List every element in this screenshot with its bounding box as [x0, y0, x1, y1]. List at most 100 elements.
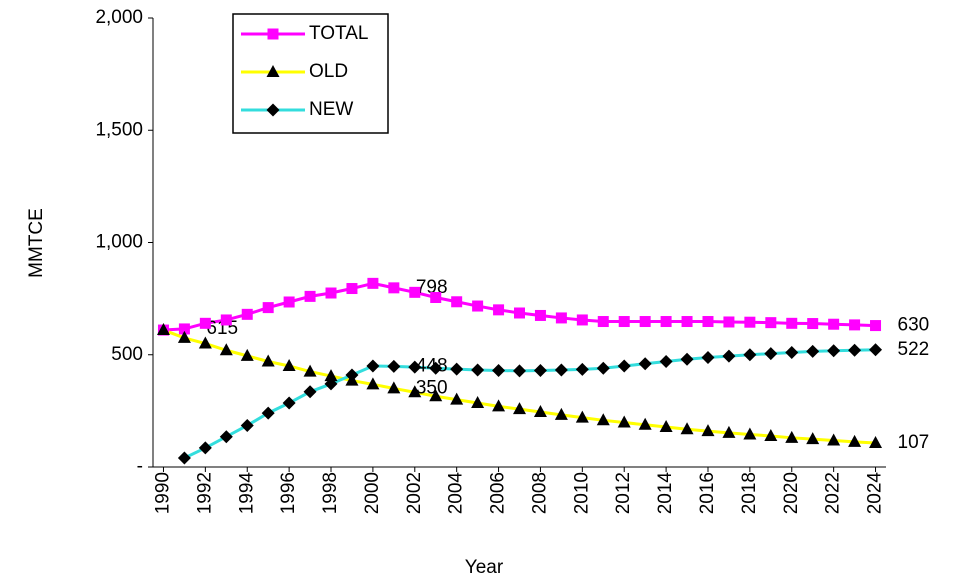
marker — [177, 330, 191, 343]
marker — [555, 312, 567, 324]
marker — [345, 368, 359, 382]
marker — [387, 381, 401, 394]
marker — [241, 308, 253, 320]
marker — [680, 422, 694, 435]
marker — [450, 392, 464, 405]
marker — [827, 344, 841, 358]
marker — [367, 277, 379, 289]
x-tick-label: 2010 — [571, 472, 592, 514]
y-tick-label: - — [137, 456, 143, 477]
marker — [681, 316, 693, 328]
x-tick-label: 1998 — [320, 472, 341, 514]
marker — [660, 316, 672, 328]
x-tick-label: 1996 — [278, 472, 299, 514]
marker — [178, 323, 190, 335]
marker — [849, 319, 861, 331]
marker — [388, 282, 400, 294]
marker — [387, 359, 401, 373]
marker — [219, 343, 233, 356]
marker — [514, 307, 525, 319]
marker — [409, 286, 421, 298]
marker — [346, 283, 358, 295]
marker — [806, 344, 820, 358]
x-tick-label: 2018 — [739, 472, 760, 514]
marker — [744, 316, 756, 328]
marker — [534, 309, 546, 321]
marker — [261, 354, 275, 367]
marker — [408, 360, 422, 374]
marker — [303, 364, 317, 377]
marker — [597, 316, 609, 328]
marker — [828, 318, 840, 330]
marker — [554, 363, 568, 377]
marker — [533, 404, 547, 417]
y-tick-label: 1,500 — [95, 119, 143, 140]
marker — [765, 317, 777, 329]
marker — [786, 317, 798, 329]
x-tick-label: 2016 — [697, 472, 718, 514]
marker — [785, 346, 799, 360]
marker — [198, 336, 212, 349]
marker — [869, 343, 883, 357]
marker — [723, 316, 735, 328]
marker — [303, 385, 317, 399]
legend: TOTAL OLD NEW — [232, 13, 389, 134]
marker — [429, 389, 443, 402]
x-tick-label: 2022 — [823, 472, 844, 514]
marker — [617, 359, 631, 373]
marker — [575, 410, 589, 423]
marker — [702, 316, 714, 328]
marker — [722, 425, 736, 438]
x-tick-label: 1994 — [236, 472, 257, 515]
x-tick-label: 2002 — [404, 472, 425, 514]
marker — [638, 357, 652, 371]
marker — [701, 424, 715, 437]
marker — [267, 28, 279, 40]
y-tick-label: 1,000 — [95, 232, 143, 253]
marker — [282, 396, 296, 410]
marker — [240, 348, 254, 361]
data-label: 522 — [898, 339, 930, 360]
marker — [596, 361, 610, 375]
marker — [219, 430, 233, 444]
x-tick-label: 2024 — [865, 472, 886, 515]
marker — [220, 314, 232, 326]
marker — [639, 316, 651, 328]
y-tick-label: 500 — [111, 344, 143, 365]
x-tick-label: 2014 — [655, 472, 676, 515]
marker — [618, 316, 630, 328]
x-tick-label: 2008 — [529, 472, 550, 514]
x-tick-label: 2012 — [613, 472, 634, 514]
legend-label: NEW — [309, 99, 353, 120]
marker — [764, 429, 778, 442]
marker — [743, 348, 757, 362]
y-axis-label: MMTCE — [26, 208, 47, 278]
marker — [617, 415, 631, 428]
x-tick-label: 2020 — [781, 472, 802, 514]
marker — [764, 347, 778, 361]
marker — [701, 350, 715, 364]
marker — [513, 402, 526, 415]
marker — [471, 363, 485, 377]
marker — [575, 362, 589, 376]
series-line — [162, 328, 876, 445]
marker — [493, 304, 505, 316]
x-tick-label: 2000 — [362, 472, 383, 514]
marker — [240, 418, 254, 432]
marker — [177, 451, 191, 465]
marker — [282, 358, 296, 371]
marker — [513, 364, 526, 378]
x-tick-label: 2006 — [488, 472, 509, 514]
legend-label: OLD — [309, 61, 348, 82]
data-label: 350 — [416, 377, 448, 398]
marker — [870, 320, 882, 332]
marker — [576, 314, 588, 326]
marker — [262, 302, 274, 314]
marker — [156, 323, 170, 336]
marker — [869, 435, 883, 448]
marker — [680, 352, 694, 366]
marker — [325, 287, 337, 299]
marker — [198, 441, 212, 455]
marker — [266, 65, 280, 77]
